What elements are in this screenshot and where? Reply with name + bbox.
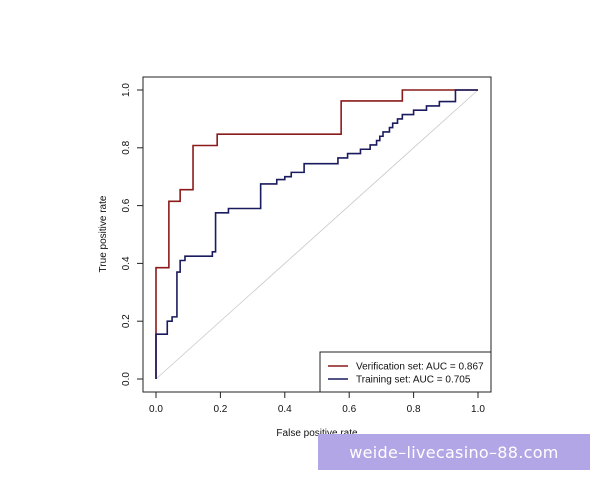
- y-tick-label: 0.6: [121, 198, 132, 212]
- y-axis: 0.0 0.2 0.4 0.6 0.8 1.0: [121, 83, 144, 386]
- y-tick-label: 0.8: [121, 140, 132, 154]
- x-tick-label: 0.4: [278, 404, 292, 415]
- legend: Verification set: AUC = 0.867 Training se…: [319, 351, 492, 393]
- x-tick-label: 0.6: [342, 404, 356, 415]
- watermark-banner: weide–livecasino–88.com: [318, 434, 590, 470]
- x-tick-label: 1.0: [471, 404, 485, 415]
- series-layer: [155, 89, 478, 379]
- y-tick-label: 0.0: [121, 372, 132, 386]
- x-axis-title: False positive rate: [276, 428, 358, 439]
- y-tick-label: 0.2: [121, 314, 132, 328]
- x-tick-label: 0.8: [407, 404, 421, 415]
- y-tick-label: 1.0: [121, 83, 132, 97]
- y-tick-label: 0.4: [121, 256, 132, 270]
- series-line-verification: [155, 89, 478, 379]
- legend-label: Training set: AUC = 0.705: [356, 375, 471, 386]
- legend-box: [319, 351, 492, 393]
- x-tick-label: 0.0: [149, 404, 163, 415]
- x-tick-label: 0.2: [213, 404, 227, 415]
- series-line-training: [155, 89, 478, 379]
- x-axis: 0.0 0.2 0.4 0.6 0.8 1.0: [149, 391, 485, 415]
- y-axis-title: True positive rate: [98, 195, 109, 272]
- diagonal-reference-line: [155, 89, 479, 380]
- legend-label: Verification set: AUC = 0.867: [356, 362, 484, 373]
